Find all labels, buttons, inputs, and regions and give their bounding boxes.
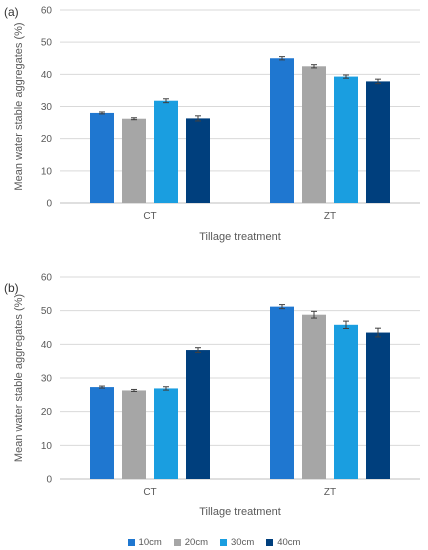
x-tick-label: CT bbox=[143, 487, 156, 498]
bar bbox=[302, 66, 326, 204]
bar bbox=[186, 350, 210, 479]
legend-item-30cm: 30cm bbox=[220, 537, 254, 548]
legend-swatch-30cm bbox=[220, 538, 227, 546]
bar bbox=[122, 118, 146, 203]
chart-panel-a: 0 10 20 30 40 50 60 Mean water stable aggregate… bbox=[13, 6, 420, 243]
y-axis-title: Mean water stable aggregates (%) bbox=[13, 22, 25, 190]
y-axis-title: Mean water stable aggregates (%) bbox=[13, 294, 25, 462]
y-tick-label: 0 bbox=[46, 475, 52, 486]
bar bbox=[270, 58, 294, 203]
bar bbox=[154, 388, 178, 479]
bar bbox=[366, 332, 390, 479]
y-tick-label: 40 bbox=[41, 340, 53, 351]
y-tick-label: 0 bbox=[46, 199, 52, 210]
y-tick-label: 20 bbox=[41, 134, 53, 145]
legend-item-40cm: 40cm bbox=[266, 537, 300, 548]
legend-swatch-10cm bbox=[127, 538, 135, 546]
legend-label-20cm: 20cm bbox=[184, 536, 208, 548]
legend: 10cm 20cm 30cm 40cm bbox=[0, 535, 428, 549]
bar bbox=[302, 314, 326, 479]
bar bbox=[154, 100, 178, 203]
y-tick-label: 30 bbox=[41, 102, 53, 113]
bar bbox=[90, 387, 114, 479]
x-tick-label: CT bbox=[143, 211, 156, 222]
legend-item-10cm: 10cm bbox=[127, 536, 162, 548]
x-tick-label: ZT bbox=[324, 487, 336, 498]
panel-label-b: (b) bbox=[4, 281, 19, 295]
y-tick-label: 60 bbox=[41, 273, 53, 284]
bar bbox=[122, 390, 146, 479]
panel-label-a: (a) bbox=[4, 5, 19, 19]
legend-item-20cm: 20cm bbox=[173, 536, 208, 548]
chart-panel-b: 0 10 20 30 40 50 60 Mean water stable aggregate… bbox=[13, 273, 420, 518]
legend-label-30cm: 30cm bbox=[231, 536, 255, 548]
bar bbox=[186, 118, 210, 203]
x-axis-title: Tillage treatment bbox=[199, 506, 281, 518]
y-tick-label: 10 bbox=[41, 166, 53, 177]
y-tick-label: 60 bbox=[41, 6, 53, 17]
bar bbox=[366, 81, 390, 203]
y-tick-label: 40 bbox=[41, 70, 53, 81]
bar bbox=[90, 112, 114, 203]
y-tick-label: 10 bbox=[41, 441, 53, 452]
bar bbox=[334, 76, 358, 203]
legend-label-40cm: 40cm bbox=[277, 536, 301, 548]
legend-swatch-20cm bbox=[173, 538, 181, 546]
y-tick-label: 30 bbox=[41, 374, 53, 385]
x-axis-title: Tillage treatment bbox=[199, 231, 281, 243]
legend-swatch-40cm bbox=[266, 538, 274, 546]
legend-label-10cm: 10cm bbox=[138, 536, 162, 548]
y-tick-label: 50 bbox=[41, 38, 53, 49]
bar bbox=[334, 324, 358, 479]
y-tick-label: 50 bbox=[41, 306, 53, 317]
bar bbox=[270, 306, 294, 479]
x-tick-label: ZT bbox=[324, 211, 336, 222]
y-tick-label: 20 bbox=[41, 407, 53, 418]
